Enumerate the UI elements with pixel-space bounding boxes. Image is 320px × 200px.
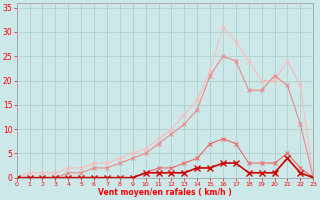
X-axis label: Vent moyen/en rafales ( km/h ): Vent moyen/en rafales ( km/h ) — [98, 188, 232, 197]
